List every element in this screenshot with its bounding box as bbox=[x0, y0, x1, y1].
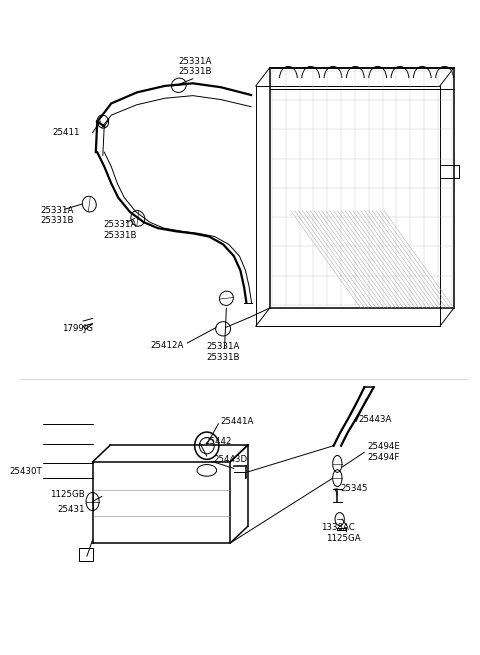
Text: 25331A
25331B: 25331A 25331B bbox=[179, 57, 212, 76]
Text: 25443D: 25443D bbox=[213, 455, 247, 464]
Text: 25442: 25442 bbox=[204, 437, 232, 445]
Text: 25431: 25431 bbox=[57, 505, 84, 514]
Text: 25441A: 25441A bbox=[221, 417, 254, 426]
Text: 25331A
25331B: 25331A 25331B bbox=[40, 206, 73, 225]
Text: 1125GB: 1125GB bbox=[50, 490, 84, 499]
Text: 25412A: 25412A bbox=[151, 341, 184, 350]
Text: 1799JG: 1799JG bbox=[62, 324, 93, 333]
Text: 1338AC: 1338AC bbox=[321, 523, 355, 532]
Text: 25345: 25345 bbox=[340, 484, 368, 493]
Text: 25443A: 25443A bbox=[359, 415, 392, 424]
Text: 1125GA: 1125GA bbox=[326, 534, 360, 543]
Text: 25411: 25411 bbox=[52, 128, 80, 137]
Text: 25331A
25331B: 25331A 25331B bbox=[103, 220, 137, 240]
Text: 25494E
25494F: 25494E 25494F bbox=[368, 443, 400, 462]
Text: 25331A
25331B: 25331A 25331B bbox=[206, 343, 240, 362]
Text: 25430T: 25430T bbox=[9, 467, 42, 476]
